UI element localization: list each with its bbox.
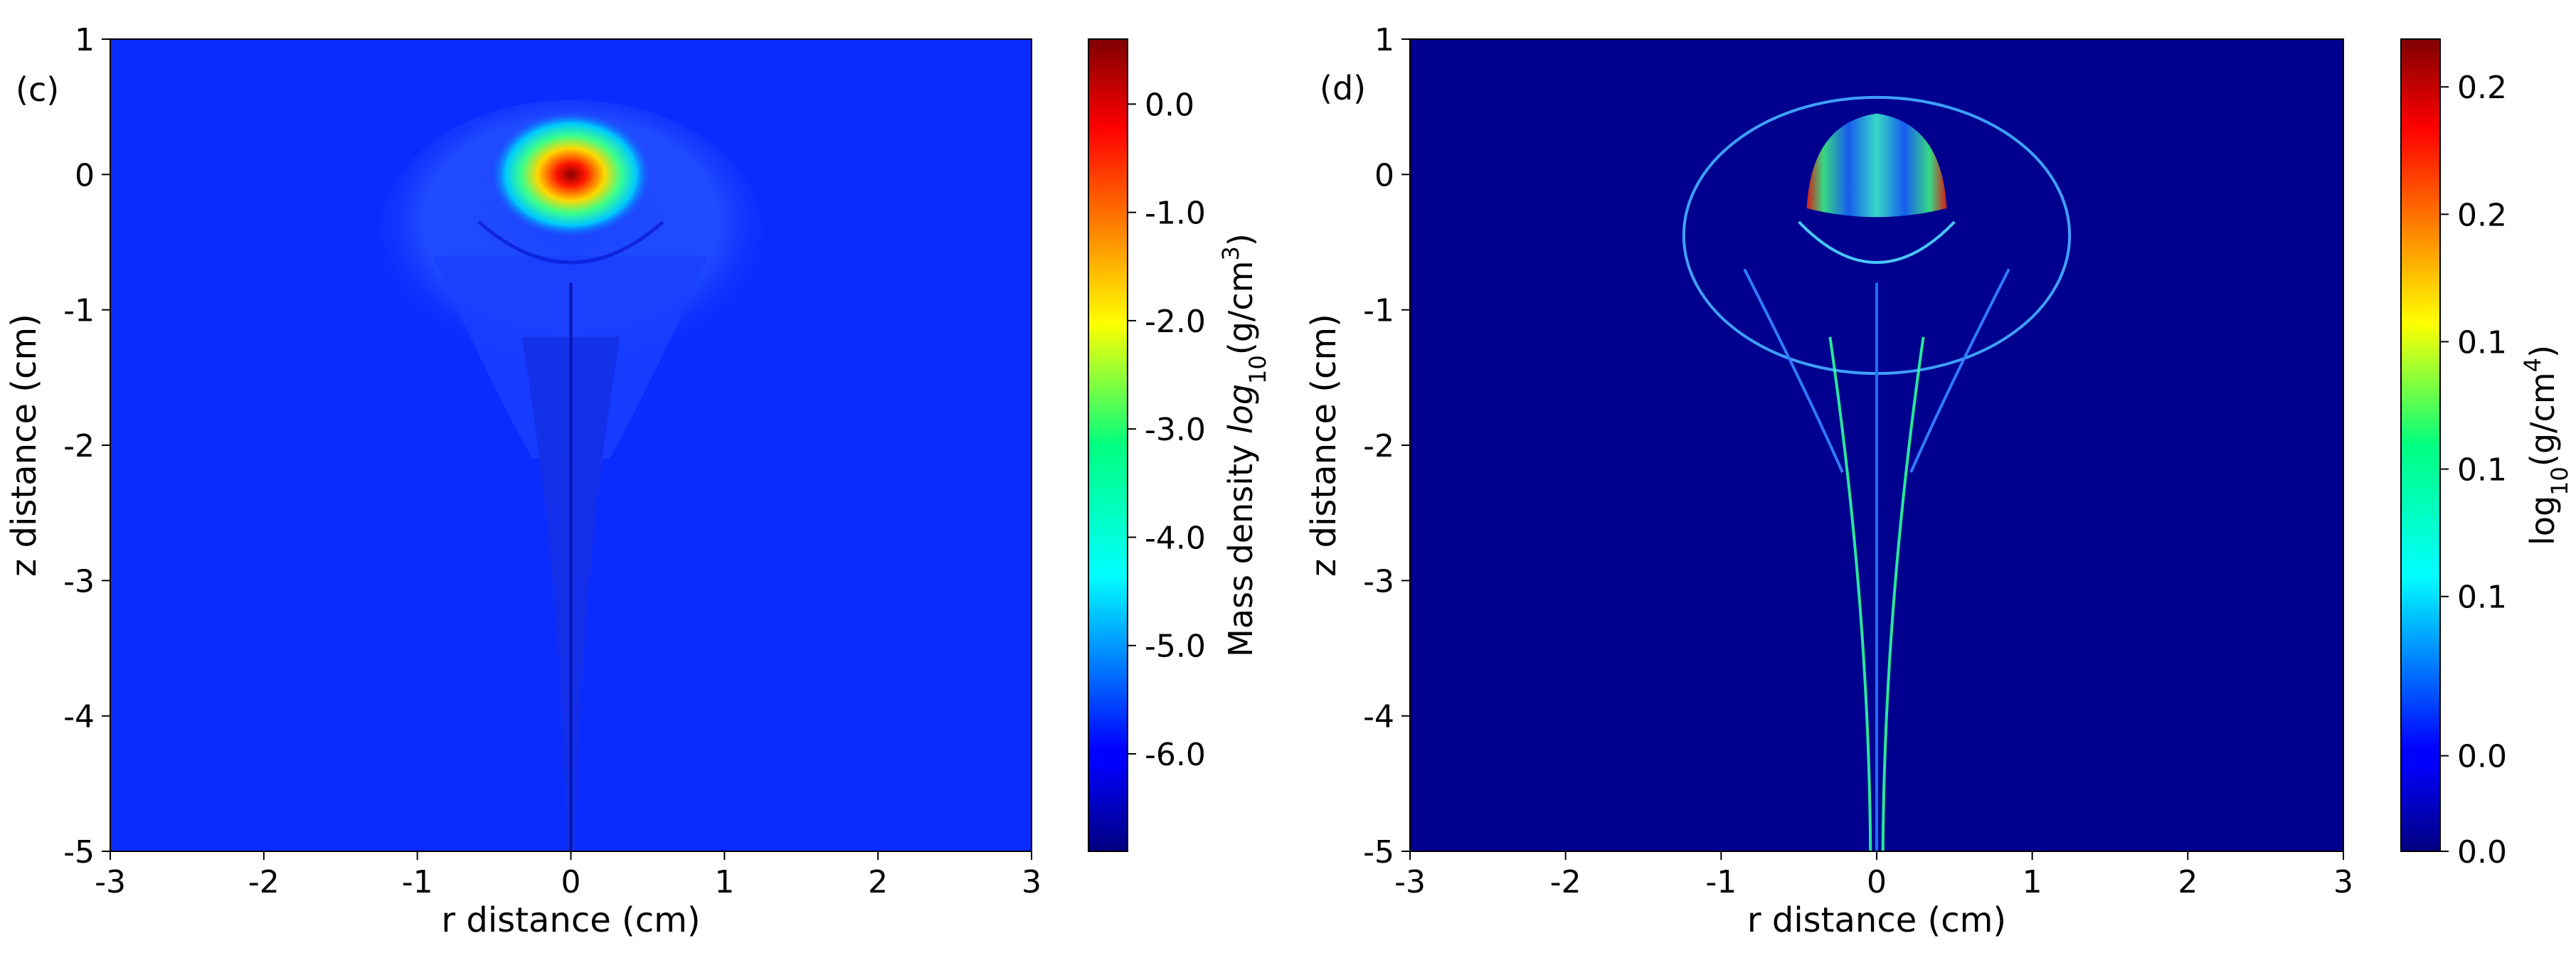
y-tick-label: -2 xyxy=(63,428,95,464)
x-tick-label: -2 xyxy=(1550,864,1581,900)
colorbar-label-part: 4 xyxy=(2519,358,2546,372)
colorbar-label-part: (g/cm xyxy=(1221,261,1260,356)
colorbar-tick-label: 0.2 xyxy=(2457,70,2507,106)
colorbar-label-part: 10 xyxy=(2546,467,2573,496)
y-tick-label: -5 xyxy=(63,834,95,871)
y-tick-label: 0 xyxy=(75,157,95,193)
cap xyxy=(1806,113,1947,218)
colorbar-label-part: log xyxy=(1221,384,1260,434)
colorbar-gradient xyxy=(2400,38,2441,852)
x-tick-label: 0 xyxy=(1867,864,1887,900)
colorbar-tick-label: -1.0 xyxy=(1145,196,1206,232)
x-tick-label: -3 xyxy=(1394,864,1426,900)
x-tick-label: 3 xyxy=(1022,864,1041,900)
colorbar-tick-label: 0.0 xyxy=(1145,87,1194,123)
colorbar: 0.0 -1.0 -2.0 -3.0 -4.0 -5.0 -6.0 Mass density … xyxy=(1088,38,1271,852)
panel-d: -3 -2 -1 0 1 2 3 -5 -4 -3 -2 -1 0 1 r distance (cm) z d… xyxy=(1304,22,2573,940)
colorbar-label-part: log xyxy=(2523,496,2562,545)
panel-c: -3 -2 -1 0 1 2 3 -5 -4 -3 -2 -1 0 1 r distance (cm) z d… xyxy=(4,22,1271,940)
inner-arc xyxy=(477,220,664,265)
colorbar-tick-label: 0.2 xyxy=(2457,197,2507,233)
shell-wings xyxy=(1743,268,2010,473)
y-tick-label: 1 xyxy=(1374,22,1394,58)
x-tick-label: -3 xyxy=(95,864,126,900)
colorbar-tick-label: -3.0 xyxy=(1145,412,1206,448)
colorbar-label-part: ) xyxy=(2523,345,2562,358)
x-tick-label: -1 xyxy=(402,864,433,900)
colorbar-tick-label: -6.0 xyxy=(1145,737,1206,773)
colorbar: 0.0 0.0 0.1 0.1 0.1 0.2 0.2 log10(g/cm4) xyxy=(2400,38,2573,871)
colorbar-tick-label: 0.1 xyxy=(2457,452,2507,489)
x-tick-label: -1 xyxy=(1705,864,1737,900)
x-tick-label: 1 xyxy=(2023,864,2042,900)
jet-edges xyxy=(1828,336,1925,851)
colorbar-label: log10(g/cm4) xyxy=(2519,345,2573,545)
dense-core xyxy=(491,112,651,237)
x-axis-label: r distance (cm) xyxy=(1747,900,2006,940)
x-axis-label: r distance (cm) xyxy=(441,900,700,940)
y-tick-label: -3 xyxy=(63,563,95,600)
colorbar-gradient xyxy=(1088,38,1128,852)
heatmap-features xyxy=(1682,95,2072,851)
y-tick-label: -5 xyxy=(1363,834,1394,871)
y-tick-label: -4 xyxy=(1363,699,1394,735)
panel-label: (c) xyxy=(16,70,59,109)
colorbar-tick-label: -2.0 xyxy=(1145,304,1206,340)
y-tick-label: 1 xyxy=(75,22,95,58)
y-tick-label: -4 xyxy=(63,699,95,735)
x-tick-label: 2 xyxy=(2178,864,2198,900)
x-tick-label: -2 xyxy=(248,864,280,900)
colorbar-label-part: 10 xyxy=(1244,355,1271,384)
heatmap-features xyxy=(378,100,763,851)
y-tick-label: -1 xyxy=(1363,293,1394,329)
colorbar-tick-label: -4.0 xyxy=(1145,520,1206,556)
y-axis-label: z distance (cm) xyxy=(4,314,44,577)
y-tick-label: -3 xyxy=(1363,563,1394,600)
inner-arc xyxy=(1798,220,1956,264)
colorbar-tick-label: -5.0 xyxy=(1145,629,1206,665)
y-axis-label: z distance (cm) xyxy=(1304,314,1344,577)
colorbar-tick-label: 0.0 xyxy=(2457,739,2507,775)
y-tick-label: -1 xyxy=(63,293,95,329)
y-tick-label: -2 xyxy=(1363,428,1394,464)
x-tick-label: 0 xyxy=(561,864,581,900)
colorbar-label: Mass density log10(g/cm3) xyxy=(1217,233,1271,657)
x-tick-label: 3 xyxy=(2333,864,2353,900)
colorbar-tick-label: 0.0 xyxy=(2457,834,2507,871)
colorbar-label-part: ) xyxy=(1221,233,1260,246)
colorbar-label-part: Mass density xyxy=(1221,434,1260,657)
colorbar-tick-label: 0.1 xyxy=(2457,580,2507,616)
colorbar-label-part: (g/cm xyxy=(2523,372,2562,467)
colorbar-label-part: 3 xyxy=(1217,246,1244,260)
colorbar-tick-label: 0.1 xyxy=(2457,324,2507,361)
panel-label: (d) xyxy=(1320,69,1366,107)
y-tick-label: 0 xyxy=(1374,157,1394,193)
x-tick-label: 1 xyxy=(714,864,734,900)
x-tick-label: 2 xyxy=(868,864,888,900)
